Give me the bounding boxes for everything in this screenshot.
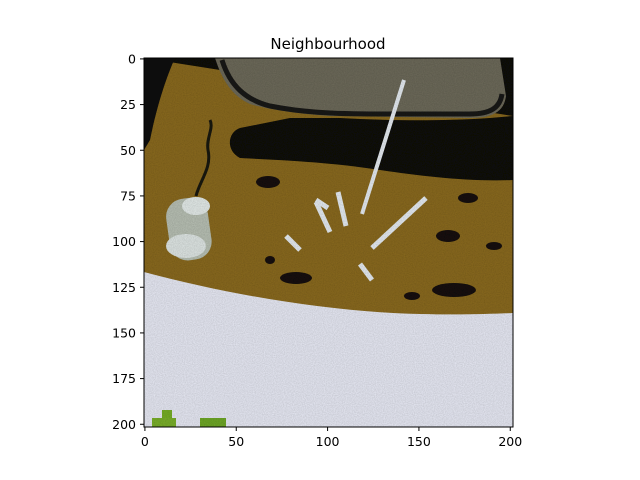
cylinder-cap bbox=[166, 234, 206, 258]
cylinder-wire bbox=[194, 119, 213, 197]
dark-spot bbox=[265, 256, 275, 264]
light-streak bbox=[358, 262, 374, 282]
dark-spot bbox=[256, 176, 280, 188]
dark-spot bbox=[432, 283, 476, 297]
light-streak bbox=[313, 200, 333, 234]
x-tick-label: 100 bbox=[316, 434, 340, 449]
green-bit bbox=[200, 418, 226, 427]
y-tick-label: 100 bbox=[112, 234, 136, 249]
dark-spot bbox=[486, 242, 502, 250]
y-tick-label: 200 bbox=[112, 417, 136, 432]
light-streak bbox=[360, 79, 406, 215]
cylinder-cap bbox=[182, 197, 210, 215]
light-streak bbox=[284, 234, 302, 252]
axes-frame bbox=[143, 57, 514, 428]
light-streak bbox=[370, 196, 428, 250]
image-plot bbox=[144, 58, 513, 427]
dark-spot bbox=[458, 193, 478, 203]
dark-spot bbox=[280, 272, 312, 284]
x-axis: 0 50 100 150 200 bbox=[141, 427, 522, 449]
vehicle-top-region bbox=[215, 58, 506, 118]
y-tick-label: 150 bbox=[112, 325, 136, 340]
x-tick-label: 0 bbox=[141, 434, 149, 449]
light-streak bbox=[335, 191, 349, 227]
y-tick-label: 75 bbox=[120, 188, 136, 203]
dark-spot bbox=[436, 230, 460, 242]
y-tick-label: 25 bbox=[120, 97, 136, 112]
y-tick-label: 125 bbox=[112, 280, 136, 295]
white-floor-region bbox=[144, 272, 513, 427]
x-tick-label: 50 bbox=[228, 434, 244, 449]
x-tick-label: 150 bbox=[407, 434, 431, 449]
vehicle-rim bbox=[219, 59, 505, 117]
y-tick-label: 0 bbox=[128, 51, 136, 66]
y-axis: 0 25 50 75 100 125 150 175 200 bbox=[112, 51, 144, 432]
dark-left-edge bbox=[144, 58, 175, 150]
y-tick-label: 175 bbox=[112, 371, 136, 386]
dark-spot bbox=[404, 292, 420, 300]
y-tick-label: 50 bbox=[120, 143, 136, 158]
chart-title: Neighbourhood bbox=[270, 35, 385, 53]
x-tick-label: 200 bbox=[498, 434, 522, 449]
green-bit bbox=[152, 418, 176, 427]
